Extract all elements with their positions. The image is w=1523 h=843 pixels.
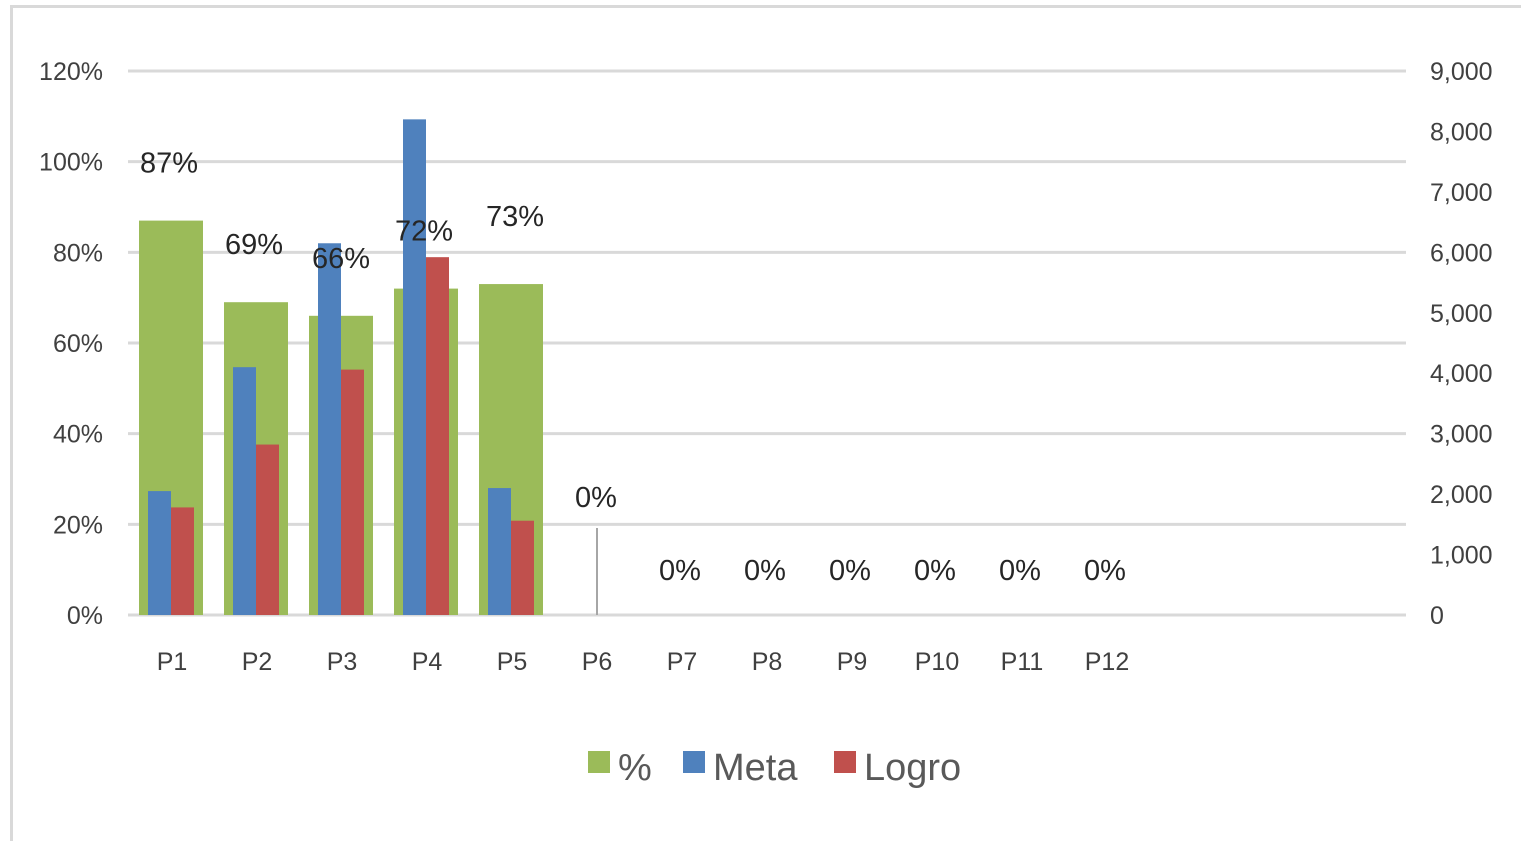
right-axis-tick-label: 9,000	[1430, 58, 1493, 86]
chart-frame	[10, 5, 1521, 841]
legend-swatch	[683, 751, 705, 773]
legend-label: Logro	[864, 747, 961, 789]
percent-data-label: 0%	[659, 555, 701, 587]
percent-data-label: 0%	[1084, 555, 1126, 587]
percent-data-label: 69%	[225, 229, 283, 261]
meta-bar	[403, 119, 426, 615]
left-axis-tick-label: 120%	[39, 58, 103, 86]
logro-bar	[256, 444, 279, 615]
right-axis-ticks: 0 1,000 2,000 3,000 4,000 5,000 6,000 7,000 8,00…	[1430, 58, 1493, 630]
x-axis-tick-label: P12	[1085, 648, 1129, 676]
legend-label: %	[618, 747, 652, 789]
meta-bar	[318, 243, 341, 615]
percent-data-label: 0%	[575, 482, 617, 514]
legend-label: Meta	[713, 747, 798, 789]
right-axis-tick-label: 6,000	[1430, 239, 1493, 267]
left-axis-tick-label: 100%	[39, 149, 103, 177]
data-labels: 87% 69% 66% 72% 73% 0% 0% 0% 0% 0% 0% 0%	[140, 148, 1126, 615]
left-axis-tick-label: 80%	[53, 239, 103, 267]
logro-bar	[511, 520, 534, 615]
percent-data-label: 0%	[829, 555, 871, 587]
left-axis-tick-label: 40%	[53, 421, 103, 449]
x-axis-tick-label: P11	[1001, 648, 1044, 676]
gridlines	[128, 69, 1406, 617]
x-axis-ticks: P1 P2 P3 P4 P5 P6 P7 P8 P9 P10 P11 P12	[157, 648, 1130, 676]
x-axis-tick-label: P5	[497, 648, 528, 676]
left-axis-ticks: 0% 20% 40% 60% 80% 100% 120%	[39, 58, 103, 630]
x-axis-tick-label: P6	[582, 648, 613, 676]
right-axis-tick-label: 8,000	[1430, 118, 1493, 146]
right-axis-tick-label: 7,000	[1430, 179, 1493, 207]
meta-bar	[233, 367, 256, 615]
x-axis-tick-label: P9	[837, 648, 868, 676]
right-axis-tick-label: 1,000	[1430, 542, 1493, 570]
percent-data-label: 87%	[140, 148, 198, 180]
legend: % Meta Logro	[588, 747, 961, 789]
x-axis-tick-label: P8	[752, 648, 783, 676]
legend-swatch	[834, 751, 856, 773]
x-axis-tick-label: P10	[915, 648, 959, 676]
legend-swatch	[588, 751, 610, 773]
x-axis-tick-label: P3	[327, 648, 358, 676]
right-axis-tick-label: 5,000	[1430, 300, 1493, 328]
left-axis-tick-label: 60%	[53, 330, 103, 358]
meta-bar	[148, 491, 171, 615]
logro-bar	[171, 507, 194, 615]
left-axis-tick-label: 0%	[67, 602, 103, 630]
percent-data-label: 66%	[312, 243, 370, 275]
percent-data-label: 72%	[395, 216, 453, 248]
x-axis-tick-label: P2	[242, 648, 273, 676]
right-axis-tick-label: 2,000	[1430, 481, 1493, 509]
x-axis-tick-label: P4	[412, 648, 443, 676]
percent-data-label: 0%	[744, 555, 786, 587]
percent-data-label: 0%	[914, 555, 956, 587]
right-axis-tick-label: 4,000	[1430, 360, 1493, 388]
bar-marks	[139, 119, 543, 615]
x-axis-tick-label: P1	[157, 648, 188, 676]
right-axis-tick-label: 3,000	[1430, 421, 1493, 449]
logro-bar	[426, 257, 449, 615]
percent-data-label: 73%	[486, 201, 544, 233]
right-axis-tick-label: 0	[1430, 602, 1444, 630]
logro-bar	[341, 369, 364, 615]
left-axis-tick-label: 20%	[53, 511, 103, 539]
meta-bar	[488, 488, 511, 615]
x-axis-tick-label: P7	[667, 648, 698, 676]
percent-data-label: 0%	[999, 555, 1041, 587]
